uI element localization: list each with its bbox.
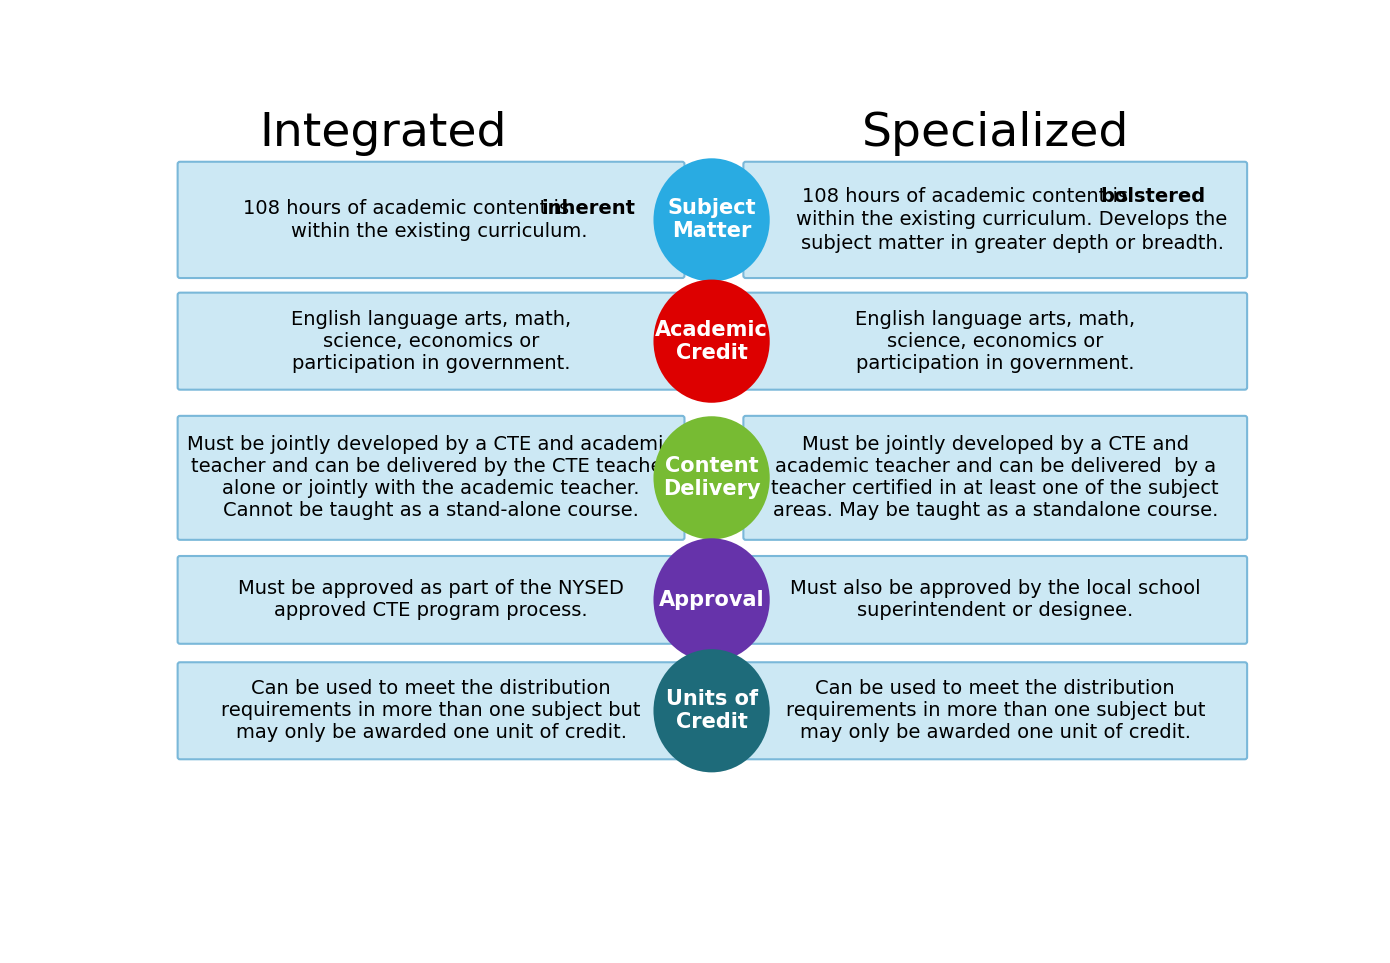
FancyBboxPatch shape (744, 293, 1247, 390)
Text: Can be used to meet the distribution
requirements in more than one subject but
m: Can be used to meet the distribution req… (221, 679, 641, 742)
Text: 108 hours of academic content is: 108 hours of academic content is (243, 198, 575, 218)
Text: bolstered: bolstered (1101, 187, 1205, 206)
Text: 108 hours of academic content is: 108 hours of academic content is (802, 187, 1134, 206)
Text: Integrated: Integrated (260, 111, 507, 156)
FancyBboxPatch shape (178, 293, 684, 390)
Text: within the existing curriculum. Develops the: within the existing curriculum. Develops… (796, 210, 1227, 229)
FancyBboxPatch shape (744, 416, 1247, 540)
Text: Content
Delivery: Content Delivery (663, 456, 760, 500)
Text: English language arts, math,
science, economics or
participation in government.: English language arts, math, science, ec… (291, 310, 571, 373)
Ellipse shape (653, 538, 770, 662)
FancyBboxPatch shape (744, 663, 1247, 759)
Text: Subject
Matter: Subject Matter (667, 198, 756, 242)
Text: Must be approved as part of the NYSED
approved CTE program process.: Must be approved as part of the NYSED ap… (238, 580, 624, 620)
FancyBboxPatch shape (178, 162, 684, 278)
Text: Can be used to meet the distribution
requirements in more than one subject but
m: Can be used to meet the distribution req… (785, 679, 1205, 742)
Text: Specialized: Specialized (862, 111, 1129, 156)
FancyBboxPatch shape (178, 556, 684, 644)
Ellipse shape (653, 649, 770, 772)
Text: subject matter in greater depth or breadth.: subject matter in greater depth or bread… (801, 234, 1223, 252)
FancyBboxPatch shape (744, 162, 1247, 278)
Ellipse shape (653, 416, 770, 539)
FancyBboxPatch shape (744, 556, 1247, 644)
Text: Academic
Credit: Academic Credit (655, 320, 769, 363)
Text: Must be jointly developed by a CTE and academic
teacher and can be delivered by : Must be jointly developed by a CTE and a… (188, 435, 674, 520)
FancyBboxPatch shape (178, 416, 684, 540)
Ellipse shape (653, 279, 770, 403)
Text: English language arts, math,
science, economics or
participation in government.: English language arts, math, science, ec… (855, 310, 1136, 373)
FancyBboxPatch shape (178, 663, 684, 759)
Text: Must also be approved by the local school
superintendent or designee.: Must also be approved by the local schoo… (790, 580, 1201, 620)
Text: Approval: Approval (659, 590, 765, 610)
Text: Units of
Credit: Units of Credit (666, 690, 758, 733)
Text: Must be jointly developed by a CTE and
academic teacher and can be delivered  by: Must be jointly developed by a CTE and a… (771, 435, 1219, 520)
Ellipse shape (653, 158, 770, 281)
Text: inherent: inherent (541, 198, 635, 218)
Text: within the existing curriculum.: within the existing curriculum. (291, 222, 588, 241)
